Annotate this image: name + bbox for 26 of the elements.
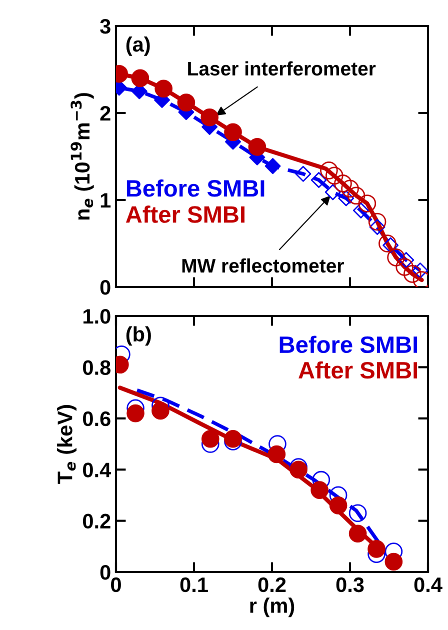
x-tick-label: 0.4: [414, 577, 442, 592]
x-axis-title: r (m): [250, 598, 294, 618]
text: After SMBI: [126, 206, 244, 223]
y-tick-label: 0.2: [83, 514, 110, 529]
y-tick-label: 0.8: [83, 360, 111, 375]
x-tick-label: 0.2: [258, 577, 286, 592]
x-tick-label: 0.3: [336, 577, 364, 592]
annotation: (a): [126, 36, 150, 56]
y-tick-label: 1.0: [83, 309, 110, 324]
text: Before SMBI: [280, 336, 418, 354]
x-tick-label: 0: [111, 577, 121, 592]
y-tick-label: 2: [100, 106, 110, 121]
y-tick-label: 0: [100, 565, 110, 580]
y-tick-label: 1: [100, 193, 111, 208]
y-tick-label: 0.6: [83, 411, 110, 426]
y-tick-label: 3: [100, 19, 110, 34]
y-axis-title: n$_{e}$ (10$^{19}$m$^{−3}$): [70, 93, 94, 220]
y-axis-title: T$_{e}$ (keV): [57, 405, 76, 484]
y-tick-label: 0: [100, 280, 110, 295]
series-label: Before SMBI: [126, 179, 264, 197]
annotation: MW reflectometer: [182, 258, 344, 273]
annotation: (b): [126, 326, 151, 346]
y-tick-label: 0.4: [83, 462, 112, 478]
annotation: Laser interferometer: [188, 61, 376, 76]
x-tick-label: 0.1: [180, 577, 208, 592]
text: After SMBI: [298, 361, 418, 379]
